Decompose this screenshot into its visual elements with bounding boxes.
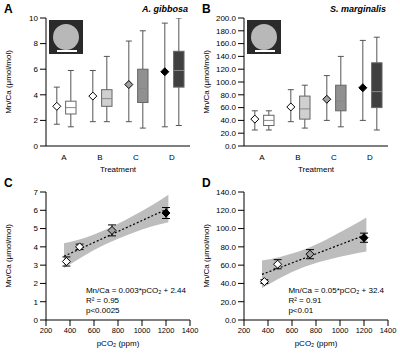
svg-text:1200: 1200 [356,326,373,335]
svg-text:1400: 1400 [182,326,199,335]
svg-text:0.0: 0.0 [225,316,237,325]
svg-text:400: 400 [64,326,77,335]
svg-text:80.0: 80.0 [220,243,236,252]
svg-text:C: C [133,153,139,162]
svg-text:1200: 1200 [158,326,175,335]
svg-text:Mn/Ca (μmol/mol): Mn/Ca (μmol/mol) [4,224,13,288]
svg-text:D: D [367,153,373,162]
svg-text:40.0: 40.0 [220,116,236,125]
html-text:C: C [4,176,13,190]
html-text:R² = 0.91: R² = 0.91 [288,296,322,305]
html-text:D: D [202,176,211,190]
svg-text:20.0: 20.0 [220,129,236,138]
svg-text:160.0: 160.0 [216,39,237,48]
html-text:S. marginalis: S. marginalis [330,4,386,14]
svg-text:140.0: 140.0 [216,52,237,61]
svg-text:1000: 1000 [134,326,151,335]
svg-text:100.0: 100.0 [216,224,237,233]
svg-text:200: 200 [238,326,251,335]
svg-text:1: 1 [34,298,39,307]
svg-text:6: 6 [34,206,39,215]
html-text:p<0.0025: p<0.0025 [85,306,120,315]
html-text:Mn/Ca = 0.003*pCO₂ + 2.44: Mn/Ca = 0.003*pCO₂ + 2.44 [85,286,186,295]
svg-text:A: A [259,153,265,162]
html-text:Mn/Ca = 0.05*pCO₂ + 32.4: Mn/Ca = 0.05*pCO₂ + 32.4 [288,286,384,295]
svg-text:800: 800 [112,326,125,335]
svg-text:60.0: 60.0 [220,103,236,112]
svg-text:Treatment: Treatment [100,165,137,174]
svg-text:3: 3 [34,261,39,270]
svg-text:A: A [61,153,67,162]
svg-text:600: 600 [88,326,101,335]
svg-text:pCO₂ (ppm): pCO₂ (ppm) [97,339,140,348]
svg-text:0.0: 0.0 [225,142,237,151]
svg-text:80.0: 80.0 [220,91,236,100]
svg-text:pCO₂ (ppm): pCO₂ (ppm) [295,339,338,348]
svg-text:6: 6 [34,65,39,74]
svg-text:200: 200 [40,326,53,335]
svg-text:7: 7 [34,188,39,197]
svg-text:120.0: 120.0 [216,206,237,215]
svg-text:180.0: 180.0 [216,27,237,36]
svg-text:Mn/Ca (μmol/mol): Mn/Ca (μmol/mol) [4,50,13,114]
svg-text:Mn/Ca (μmol/mol): Mn/Ca (μmol/mol) [202,50,211,114]
svg-text:Mn/Ca (μmol/mol): Mn/Ca (μmol/mol) [202,224,211,288]
svg-text:0: 0 [34,316,39,325]
svg-text:40.0: 40.0 [220,279,236,288]
svg-text:200.0: 200.0 [216,14,237,23]
svg-text:B: B [295,153,300,162]
html-text:A. gibbosa: A. gibbosa [142,4,188,14]
svg-text:600: 600 [286,326,299,335]
html-text:B: B [202,2,211,16]
html-text:R² = 0.95: R² = 0.95 [85,296,120,305]
svg-text:20.0: 20.0 [220,298,236,307]
html-text:A: A [4,2,13,16]
svg-text:1000: 1000 [332,326,349,335]
svg-text:4: 4 [34,243,39,252]
svg-text:60.0: 60.0 [220,261,236,270]
svg-text:10: 10 [29,14,38,23]
svg-text:0: 0 [34,142,39,151]
svg-text:B: B [97,153,102,162]
svg-text:800: 800 [310,326,323,335]
svg-text:D: D [169,153,175,162]
svg-text:C: C [331,153,337,162]
svg-text:Treatment: Treatment [298,165,335,174]
svg-text:2: 2 [34,279,39,288]
svg-text:8: 8 [34,39,39,48]
svg-text:400: 400 [262,326,275,335]
svg-text:120.0: 120.0 [216,65,237,74]
svg-text:1400: 1400 [380,326,397,335]
svg-text:140.0: 140.0 [216,188,237,197]
svg-text:100.0: 100.0 [216,78,237,87]
svg-text:4: 4 [34,91,39,100]
svg-text:5: 5 [34,224,39,233]
svg-text:2: 2 [34,116,39,125]
html-text:p<0.01: p<0.01 [288,306,314,315]
